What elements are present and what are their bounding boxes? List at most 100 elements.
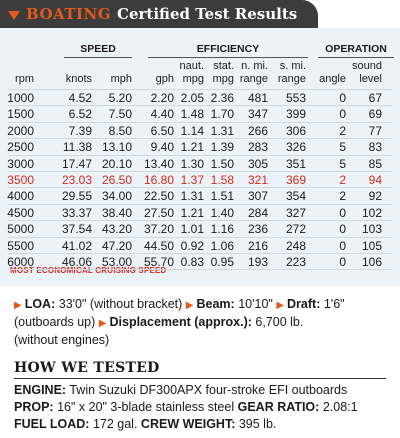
cell-rpm: 4500 [7, 205, 34, 220]
cell-angle: 2 [339, 189, 346, 204]
cell-naut-range: 266 [247, 123, 268, 138]
cell-naut-mpg: 0.83 [180, 255, 204, 269]
cell-mph: 26.50 [101, 173, 132, 187]
cell-naut-range: 193 [247, 255, 268, 269]
cell-gph: 55.70 [143, 255, 174, 269]
cell-angle: 0 [339, 107, 346, 122]
cell-mph: 38.40 [101, 205, 132, 220]
cell-naut-range: 284 [247, 205, 268, 220]
cell-stat-range: 326 [285, 140, 306, 155]
cell-gph: 16.80 [143, 173, 174, 187]
cell-mph: 20.10 [101, 156, 132, 171]
row-divider [8, 253, 392, 254]
cell-rpm: 1500 [7, 107, 34, 122]
cell-stat-mpg: 1.58 [210, 173, 234, 187]
cell-naut-mpg: 1.30 [180, 156, 204, 171]
cell-rpm: 2000 [7, 123, 34, 138]
cell-mph: 5.20 [108, 91, 132, 105]
row-divider [8, 269, 392, 271]
column-header-knots: knots [52, 73, 92, 86]
column-header-rpm: rpm [0, 73, 34, 86]
cell-naut-mpg: 1.14 [180, 123, 204, 138]
cell-knots: 29.55 [61, 189, 92, 204]
cell-stat-mpg: 2.36 [210, 91, 234, 105]
spec-beam-value: 10'10" [238, 297, 273, 311]
cell-angle: 0 [339, 222, 346, 237]
row-divider [8, 171, 392, 172]
cell-gph: 22.50 [143, 189, 174, 204]
cell-naut-mpg: 1.21 [180, 140, 204, 155]
results-table: SPEED EFFICIENCY OPERATION MOST ECONOMIC… [0, 28, 400, 286]
cell-angle: 2 [339, 173, 346, 187]
column-header-line: angle [319, 73, 346, 85]
crew-weight-value: 395 lb. [238, 417, 277, 431]
cell-stat-range: 223 [285, 255, 306, 269]
spec-draft-note: (outboards up) [14, 315, 96, 329]
spec-draft-label: Draft: [287, 297, 321, 311]
cell-naut-range: 481 [247, 91, 268, 105]
column-header-line: mph [110, 73, 132, 85]
spec-displacement-label: Displacement (approx.): [109, 315, 252, 329]
cell-naut-mpg: 1.37 [180, 173, 204, 187]
group-header-operation: OPERATION [318, 42, 394, 58]
cell-angle: 0 [339, 238, 346, 253]
spec-loa-label: LOA: [24, 297, 56, 311]
cell-stat-range: 399 [285, 107, 306, 122]
cell-naut-range: 283 [247, 140, 268, 155]
cell-mph: 43.20 [101, 222, 132, 237]
cell-naut-range: 305 [247, 156, 268, 171]
cell-stat-mpg: 1.31 [210, 123, 234, 138]
column-header-angle: angle [306, 73, 346, 86]
cell-knots: 7.39 [68, 123, 92, 138]
engine-value: Twin Suzuki DF300APX four-stroke EFI out… [69, 383, 348, 397]
cell-angle: 0 [339, 205, 346, 220]
divider [14, 378, 386, 379]
cell-naut-range: 236 [247, 222, 268, 237]
cell-sound-level: 77 [368, 123, 382, 138]
gear-ratio-label: GEAR RATIO: [237, 400, 320, 414]
spec-displacement-note: (without engines) [14, 333, 110, 347]
cell-rpm: 5000 [7, 222, 34, 237]
row-divider [8, 187, 392, 189]
cell-sound-level: 83 [368, 140, 382, 155]
cell-stat-mpg: 1.51 [210, 189, 234, 204]
brand-name: BOATING [26, 5, 112, 23]
column-header-line: naut. [179, 60, 204, 72]
cell-gph: 6.50 [150, 123, 174, 138]
cell-sound-level: 105 [361, 238, 382, 253]
column-header-line: gph [155, 73, 174, 85]
cell-knots: 46.06 [61, 255, 92, 269]
prop-label: PROP: [14, 400, 54, 414]
cell-mph: 34.00 [101, 189, 132, 204]
cell-mph: 7.50 [108, 107, 132, 122]
prop-value: 16" x 20" 3-blade stainless steel [57, 400, 235, 414]
cell-rpm: 2500 [7, 140, 34, 155]
spec-beam-label: Beam: [196, 297, 235, 311]
how-we-tested-details: ENGINE: Twin Suzuki DF300APX four-stroke… [14, 382, 394, 433]
cell-knots: 17.47 [61, 156, 92, 171]
fuel-load-label: FUEL LOAD: [14, 417, 90, 431]
cell-mph: 13.10 [101, 140, 132, 155]
cell-sound-level: 106 [361, 255, 382, 269]
column-header-mph: mph [92, 73, 132, 86]
cell-stat-range: 248 [285, 238, 306, 253]
gear-ratio-value: 2.08:1 [322, 400, 358, 414]
cell-stat-mpg: 0.95 [210, 255, 234, 269]
cell-mph: 53.00 [101, 255, 132, 269]
cell-sound-level: 69 [368, 107, 382, 122]
cell-stat-range: 553 [285, 91, 306, 105]
cell-angle: 0 [339, 91, 346, 105]
column-header-line: mpg [212, 73, 234, 85]
cell-stat-mpg: 1.39 [210, 140, 234, 155]
spec-draft-value: 1'6" [323, 297, 345, 311]
spec-displacement-value: 6,700 lb. [255, 315, 304, 329]
column-header-stat-mpg: stat. mpg [194, 60, 234, 86]
triangle-down-icon [8, 10, 20, 20]
cell-knots: 33.37 [61, 205, 92, 220]
row-divider [8, 154, 392, 156]
cell-stat-range: 369 [285, 173, 306, 187]
cell-knots: 4.52 [68, 91, 92, 105]
arrow-right-icon: ▶ [276, 300, 285, 311]
column-header-line: rpm [15, 73, 34, 85]
